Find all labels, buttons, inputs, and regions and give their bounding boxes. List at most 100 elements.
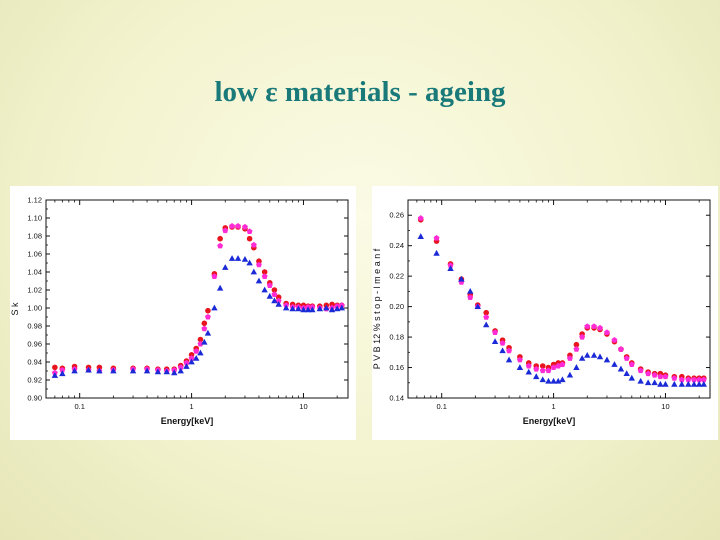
y-tick-label: 0.20 [389, 302, 404, 311]
data-point-blue [228, 255, 236, 261]
y-axis-label: P V B 12 % s t o p - l m e a n f [372, 248, 382, 369]
data-point-blue [596, 353, 604, 360]
data-point-blue [85, 366, 92, 373]
data-point-magenta [566, 355, 573, 361]
data-point-blue [246, 259, 253, 266]
data-point-magenta [604, 329, 610, 336]
data-point-magenta [618, 346, 624, 352]
data-point-blue [550, 377, 557, 384]
data-point-blue [183, 363, 190, 369]
data-point-blue [96, 367, 103, 374]
data-point-magenta [193, 348, 200, 354]
data-point-magenta [467, 294, 474, 300]
plot-frame [45, 199, 349, 399]
data-point-blue [685, 380, 692, 387]
data-point-red [329, 301, 335, 308]
data-point-blue [250, 268, 258, 275]
data-point-magenta [211, 273, 218, 280]
y-tick-label: 0.22 [389, 272, 404, 281]
data-point-blue [491, 338, 499, 345]
data-point-magenta [671, 375, 678, 381]
data-point-magenta [177, 364, 184, 370]
data-point-red [256, 258, 262, 264]
data-point-magenta [685, 376, 692, 383]
y-tick-label: 1.10 [27, 214, 42, 223]
data-point-blue [177, 367, 184, 374]
y-tick-label: 0.16 [389, 363, 404, 372]
data-point-red [217, 235, 223, 242]
data-point-magenta [678, 376, 685, 383]
data-point-magenta [700, 376, 707, 383]
data-point-blue [644, 379, 652, 386]
data-point-blue [275, 301, 282, 307]
data-point-blue [271, 297, 278, 304]
data-point-blue [695, 380, 703, 387]
data-point-blue [623, 370, 630, 377]
data-point-blue [555, 377, 562, 384]
data-point-magenta [637, 367, 644, 374]
data-point-blue [216, 284, 224, 291]
y-tick-label: 1.06 [27, 250, 42, 259]
data-point-red [275, 294, 282, 300]
data-point-blue [300, 306, 307, 313]
data-point-magenta [559, 361, 566, 367]
chart-pvb-vs-energy: 0.14 0.16 0.18 0.20 0.22 0.24 0.26 0.1 1 10 Energy… [372, 199, 711, 426]
data-point-blue [171, 369, 178, 376]
data-point-red [52, 364, 58, 371]
data-point-blue [328, 306, 336, 313]
data-point-blue [651, 379, 658, 386]
data-point-magenta [657, 373, 664, 380]
data-point-blue [59, 370, 66, 377]
data-point-blue [289, 305, 296, 312]
data-point-magenta [59, 367, 66, 373]
data-point-blue [211, 304, 218, 311]
data-point-magenta [242, 223, 248, 230]
data-point-magenta [645, 370, 652, 377]
data-point-magenta [222, 227, 229, 234]
data-point-red [261, 269, 268, 275]
data-point-blue [657, 380, 664, 387]
data-point-blue [234, 255, 242, 261]
data-point-blue [110, 367, 117, 374]
data-point-blue [143, 367, 151, 374]
data-point-magenta [197, 340, 204, 347]
data-point-blue [255, 277, 263, 284]
data-point-blue [483, 321, 490, 328]
data-point-magenta [623, 355, 630, 361]
data-point-blue [628, 374, 635, 381]
data-point-magenta [691, 376, 697, 383]
data-point-blue [295, 305, 302, 312]
data-point-blue [458, 275, 465, 282]
x-tick-label: 1 [551, 402, 555, 411]
data-point-blue [539, 376, 546, 383]
data-point-blue [51, 372, 59, 378]
data-point-blue [603, 356, 611, 363]
x-tick-label: 1 [189, 402, 193, 411]
data-point-magenta [250, 241, 257, 248]
data-point-blue [617, 365, 625, 372]
data-point-blue [690, 380, 698, 387]
data-point-blue [573, 364, 580, 370]
y-tick-label: 0.26 [389, 211, 404, 220]
data-point-blue [282, 304, 290, 311]
data-point-magenta [499, 340, 506, 346]
data-point-blue [637, 377, 644, 384]
data-point-magenta [275, 297, 282, 304]
data-point-magenta [539, 367, 546, 374]
data-point-blue [516, 364, 524, 370]
data-point-magenta [651, 372, 658, 378]
data-point-magenta [183, 359, 190, 366]
x-axis-label: Energy[keV] [523, 416, 576, 426]
data-point-magenta [492, 329, 499, 336]
data-point-magenta [188, 355, 195, 361]
data-point-blue [417, 233, 424, 239]
data-point-blue [433, 249, 440, 256]
y-tick-label: 0.98 [27, 322, 42, 331]
data-point-blue [662, 380, 669, 387]
y-axis-label: S k [10, 302, 20, 316]
data-point-blue [474, 303, 481, 310]
data-point-blue [447, 265, 454, 271]
data-point-blue [505, 356, 513, 363]
data-point-magenta [555, 362, 562, 369]
x-tick-label: 10 [299, 402, 307, 411]
